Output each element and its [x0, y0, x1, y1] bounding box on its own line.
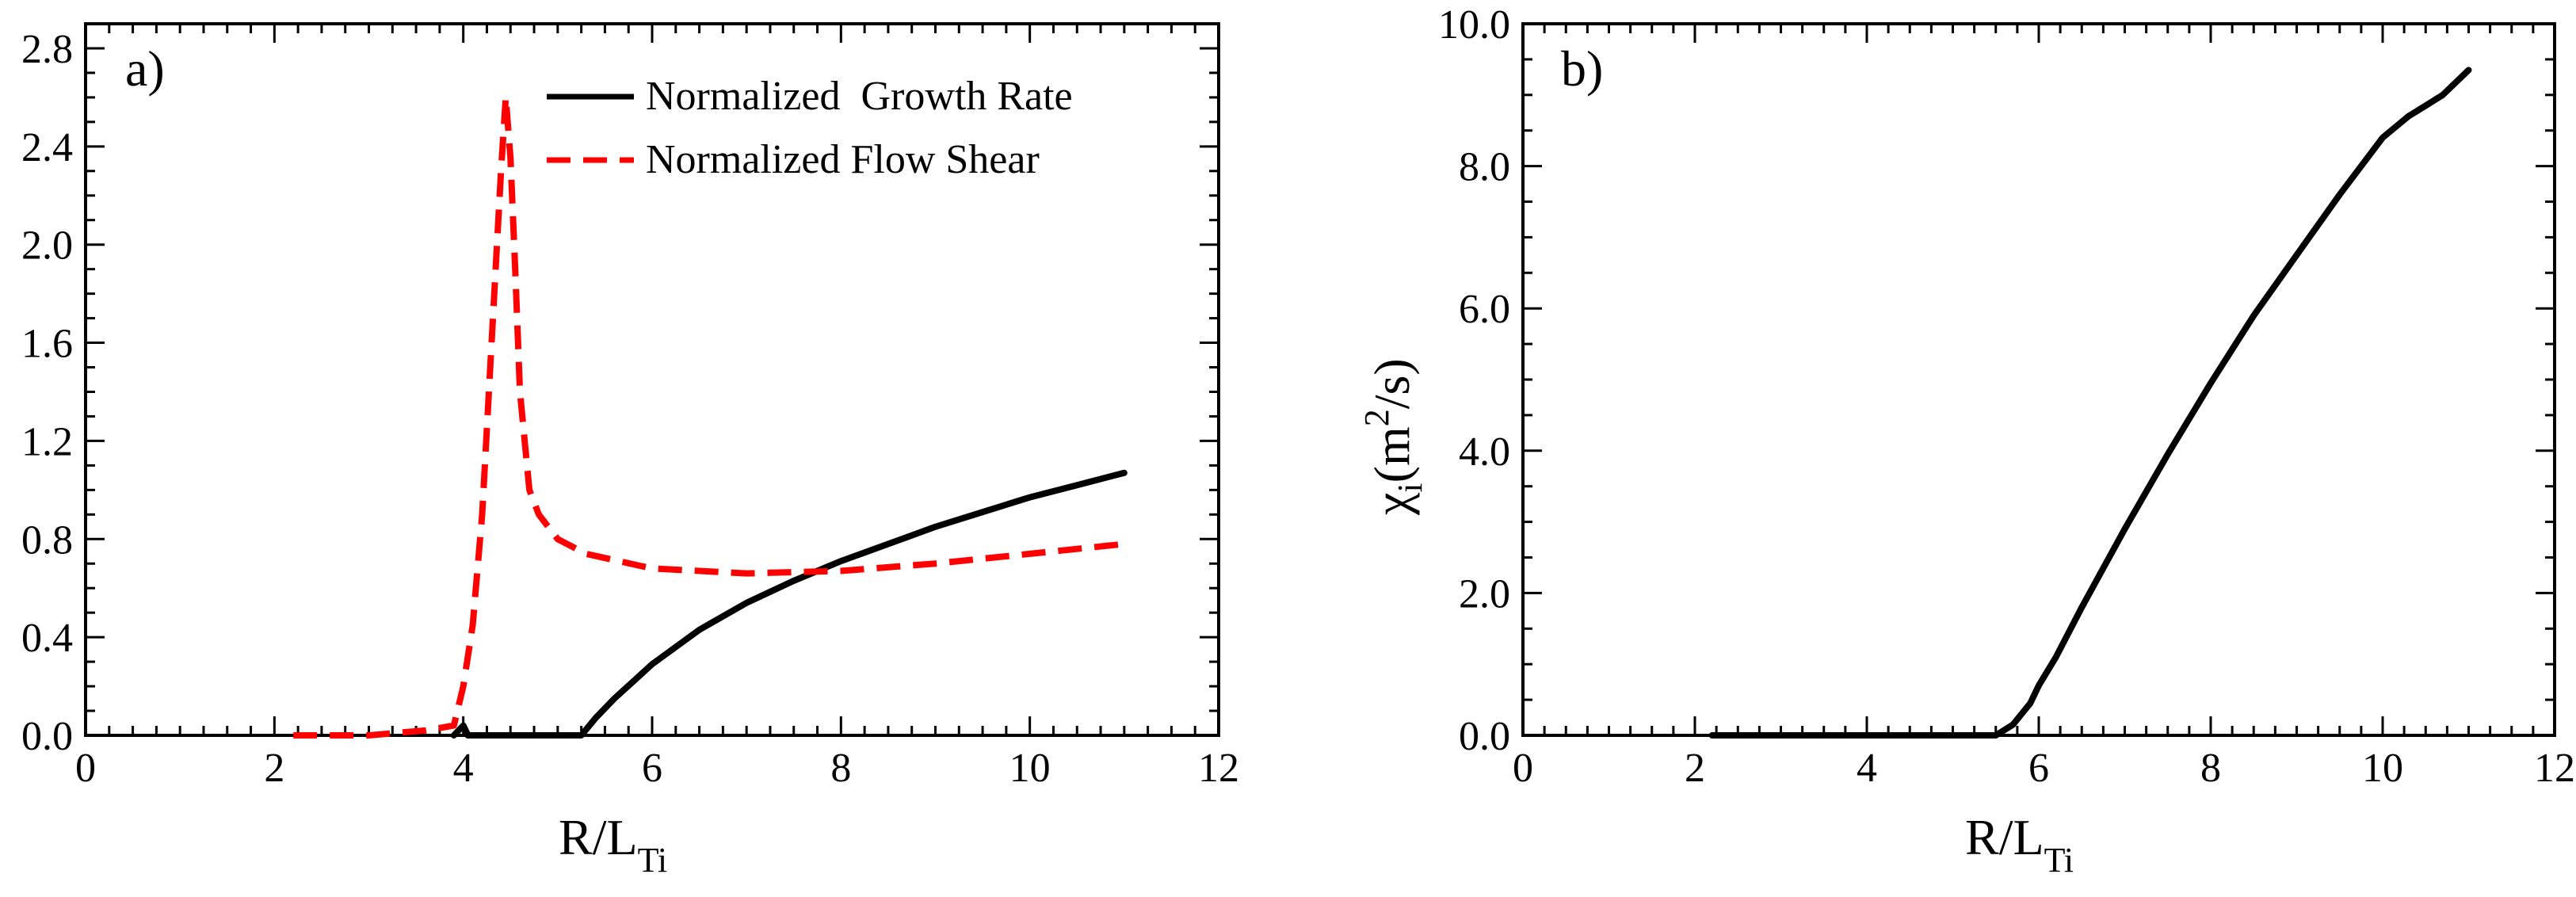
x-tick-label: 6: [2028, 746, 2049, 791]
y-tick-label: 10.0: [1438, 2, 1510, 48]
y-tick-label: 0.8: [21, 517, 73, 563]
x-tick-label: 6: [642, 746, 662, 791]
x-tick-label: 12: [2534, 746, 2575, 791]
panel-b-y-axis-title-units-sup: 2: [1357, 409, 1396, 426]
panel-a-frame: [84, 22, 1220, 737]
panel-a-ticks: [84, 22, 1220, 737]
series-line: [450, 469, 1128, 739]
y-tick-label: 1.6: [21, 322, 73, 367]
y-tick-label: 0.4: [21, 616, 73, 661]
x-tick-label: 12: [1198, 746, 1239, 791]
series-line: [1708, 67, 2472, 739]
panel-a-label: a): [125, 40, 165, 97]
y-tick-label: 4.0: [1459, 429, 1510, 475]
panel-a-series: [293, 94, 1128, 739]
legend: Normalized Growth Rate Normalized Flow S…: [547, 74, 1073, 182]
panel-a-x-tick-labels: 0 2 4 6 8 10 12: [75, 746, 1239, 791]
legend-label-growth-rate: Normalized Growth Rate: [646, 74, 1073, 119]
x-tick-label: 8: [2200, 746, 2221, 791]
panel-b-x-axis-title-main: R/L: [1965, 809, 2044, 865]
y-tick-label: 0.0: [1459, 714, 1510, 759]
x-tick-label: 10: [1009, 746, 1051, 791]
series-line: [293, 94, 1125, 739]
x-tick-label: 0: [75, 746, 96, 791]
y-tick-label: 8.0: [1459, 145, 1510, 190]
y-tick-label: 2.4: [21, 125, 73, 170]
y-tick-label: 6.0: [1459, 287, 1510, 332]
y-tick-label: 0.0: [21, 714, 73, 759]
x-tick-label: 4: [1857, 746, 1877, 791]
panel-b-y-axis-title: χi(m2/s): [1357, 358, 1429, 516]
x-tick-label: 8: [830, 746, 851, 791]
panel-a-x-axis-title: R/LTi: [559, 809, 667, 880]
panel-b-x-axis-title: R/LTi: [1965, 809, 2074, 880]
panel-b-y-axis-title-sub: i: [1391, 483, 1429, 492]
panel-b-ticks: [1521, 22, 2556, 737]
panel-b: 0 2 4 6 8 10 12 0.0 2.0 4.0 6.0 8.0 10.0 b) R/LTi χ…: [1357, 2, 2575, 880]
y-tick-label: 1.2: [21, 419, 73, 464]
panel-b-y-axis-title-units-post: /s): [1364, 358, 1420, 409]
panel-b-label: b): [1561, 40, 1603, 97]
x-tick-label: 0: [1513, 746, 1533, 791]
x-tick-label: 2: [1685, 746, 1705, 791]
y-tick-label: 2.8: [21, 27, 73, 72]
y-tick-label: 2.0: [1459, 571, 1510, 616]
x-tick-label: 10: [2362, 746, 2403, 791]
panel-b-series: [1708, 67, 2472, 739]
panel-b-x-axis-title-sub: Ti: [2044, 841, 2074, 880]
panel-b-x-tick-labels: 0 2 4 6 8 10 12: [1513, 746, 2575, 791]
panel-a: 0 2 4 6 8 10 12 0.0 0.4 0.8 1.2 1.6 2.0 2.4 2.8 a) No…: [21, 22, 1239, 880]
x-tick-label: 4: [453, 746, 474, 791]
panel-a-x-axis-title-sub: Ti: [638, 841, 668, 880]
panel-b-y-tick-labels: 0.0 2.0 4.0 6.0 8.0 10.0: [1438, 2, 1510, 759]
panel-b-y-axis-title-symbol: χ: [1364, 492, 1420, 516]
panel-b-frame: [1521, 22, 2556, 737]
panel-a-x-axis-title-main: R/L: [559, 809, 638, 865]
x-tick-label: 2: [264, 746, 284, 791]
y-tick-label: 2.0: [21, 223, 73, 269]
panel-b-y-axis-title-units-pre: (m: [1364, 426, 1420, 483]
legend-label-flow-shear: Normalized Flow Shear: [646, 137, 1040, 182]
panel-a-y-tick-labels: 0.0 0.4 0.8 1.2 1.6 2.0 2.4 2.8: [21, 27, 73, 759]
